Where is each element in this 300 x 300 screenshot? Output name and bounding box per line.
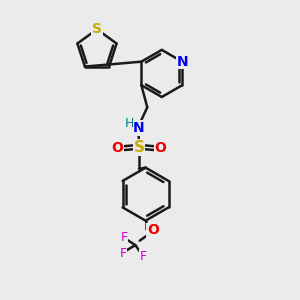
Text: H: H bbox=[124, 117, 134, 130]
Text: N: N bbox=[176, 55, 188, 69]
Text: S: S bbox=[92, 22, 102, 36]
Text: F: F bbox=[119, 247, 127, 260]
Text: S: S bbox=[134, 140, 145, 155]
Text: O: O bbox=[147, 224, 159, 237]
Text: F: F bbox=[140, 250, 147, 263]
Text: N: N bbox=[133, 121, 145, 135]
Text: F: F bbox=[121, 231, 128, 244]
Text: O: O bbox=[154, 141, 166, 154]
Text: O: O bbox=[112, 141, 124, 154]
